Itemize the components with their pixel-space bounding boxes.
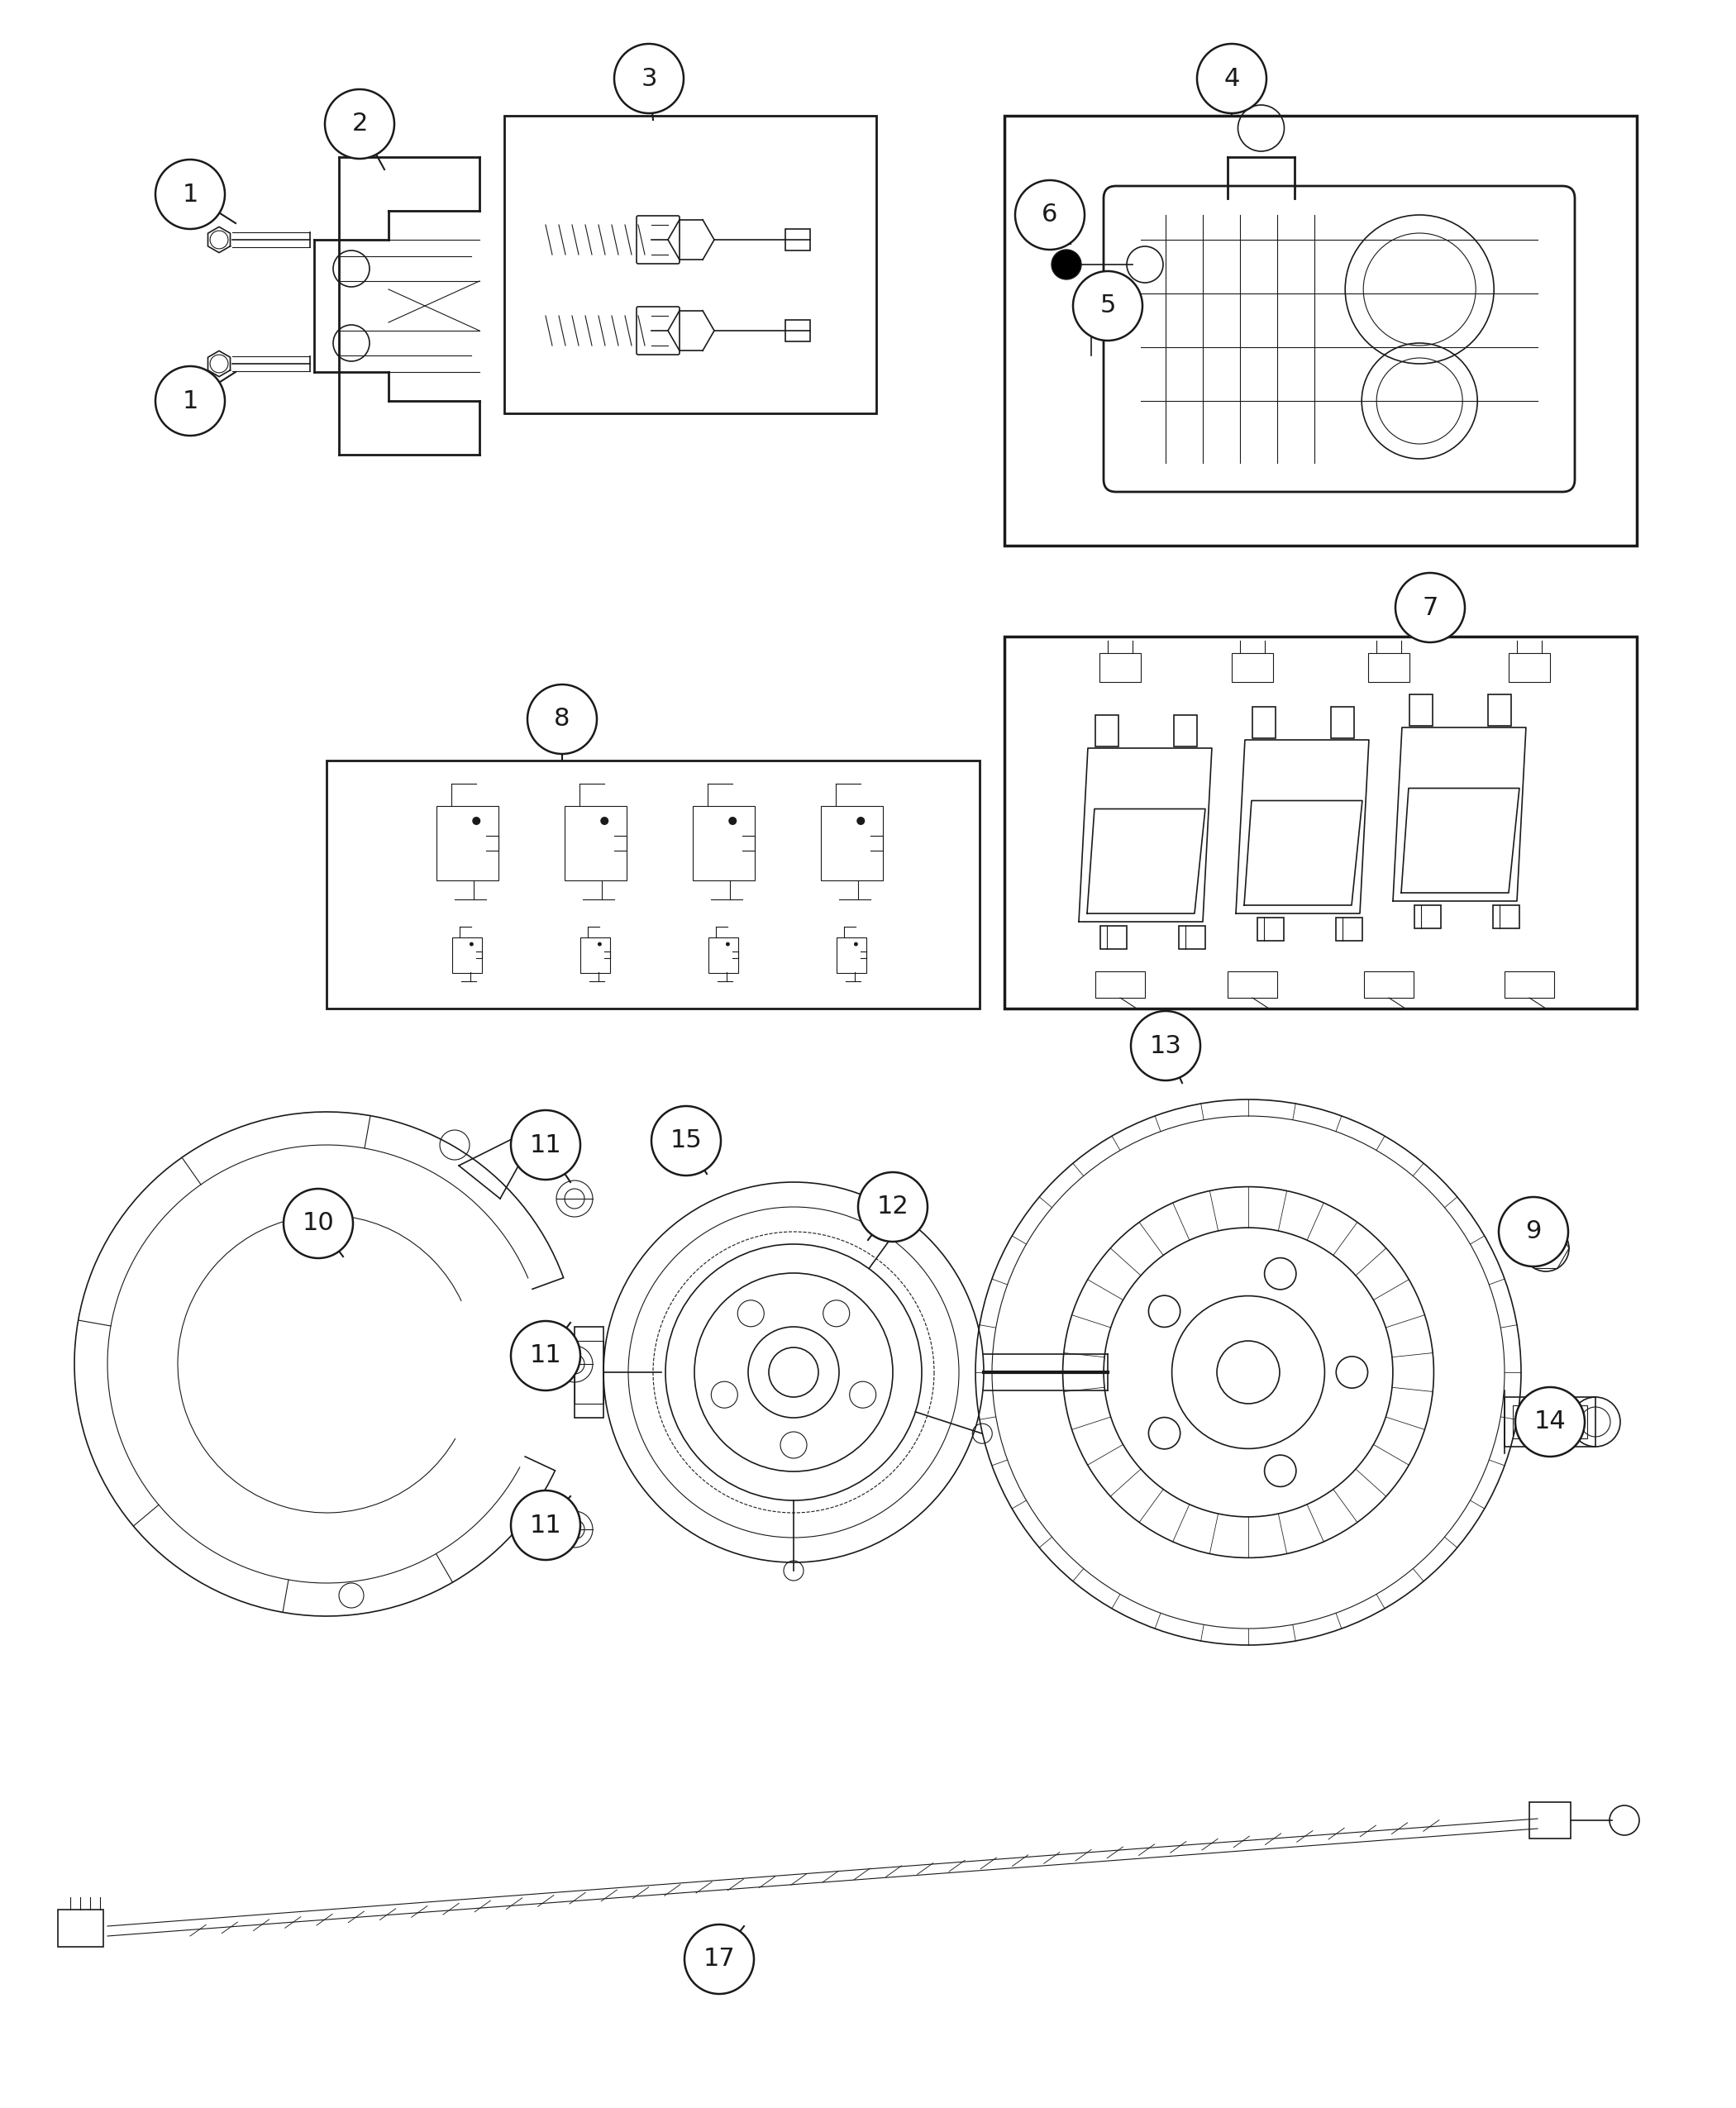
Bar: [575, 1341, 604, 1404]
Circle shape: [156, 367, 226, 436]
Circle shape: [858, 1172, 927, 1242]
Bar: [1512, 1406, 1587, 1438]
Circle shape: [283, 1189, 352, 1258]
Bar: [1335, 917, 1363, 940]
Bar: [1227, 972, 1278, 997]
Bar: [57, 1910, 104, 1948]
Text: 4: 4: [1224, 67, 1240, 91]
Text: 11: 11: [529, 1343, 562, 1368]
Circle shape: [1516, 1387, 1585, 1457]
Circle shape: [854, 942, 858, 946]
Bar: [1529, 1802, 1571, 1838]
Text: 1: 1: [182, 181, 198, 207]
Circle shape: [684, 1925, 753, 1994]
Circle shape: [1073, 272, 1142, 341]
Text: 9: 9: [1526, 1221, 1542, 1244]
Bar: [1493, 904, 1519, 928]
Bar: [1233, 653, 1272, 683]
Circle shape: [597, 942, 602, 946]
Text: 8: 8: [554, 706, 569, 731]
Text: 14: 14: [1535, 1410, 1566, 1433]
Text: 13: 13: [1149, 1033, 1182, 1058]
Bar: [1488, 694, 1510, 725]
Circle shape: [601, 816, 609, 824]
Circle shape: [729, 816, 736, 824]
Bar: [1179, 925, 1205, 949]
Bar: [1005, 116, 1637, 546]
Text: 2: 2: [352, 112, 368, 137]
Text: 15: 15: [670, 1128, 701, 1153]
Text: 11: 11: [529, 1132, 562, 1157]
Bar: [1509, 653, 1550, 683]
Bar: [837, 938, 866, 974]
Circle shape: [726, 942, 729, 946]
Bar: [451, 938, 483, 974]
Bar: [1410, 694, 1432, 725]
Circle shape: [1498, 1197, 1568, 1267]
Bar: [708, 938, 738, 974]
Bar: [326, 761, 979, 1008]
Circle shape: [615, 44, 684, 114]
Circle shape: [1198, 44, 1267, 114]
Text: 5: 5: [1099, 293, 1116, 318]
Text: 10: 10: [302, 1212, 335, 1235]
Text: 17: 17: [703, 1948, 736, 1971]
Circle shape: [1130, 1012, 1200, 1081]
Circle shape: [156, 160, 226, 230]
Bar: [1095, 972, 1146, 997]
Bar: [1174, 715, 1198, 746]
Bar: [1099, 653, 1141, 683]
Circle shape: [1396, 573, 1465, 643]
Bar: [1101, 925, 1127, 949]
Circle shape: [1016, 179, 1085, 249]
Circle shape: [510, 1490, 580, 1560]
Circle shape: [469, 942, 474, 946]
Bar: [1257, 917, 1283, 940]
Bar: [1368, 653, 1410, 683]
Bar: [1364, 972, 1413, 997]
Circle shape: [528, 685, 597, 755]
Bar: [575, 1326, 604, 1419]
Bar: [693, 805, 755, 881]
Bar: [1095, 715, 1118, 746]
Bar: [821, 805, 884, 881]
Circle shape: [510, 1322, 580, 1391]
Circle shape: [1052, 249, 1082, 280]
Bar: [785, 320, 811, 341]
Circle shape: [510, 1111, 580, 1180]
Bar: [1415, 904, 1441, 928]
Text: 3: 3: [641, 67, 656, 91]
Circle shape: [325, 89, 394, 158]
Bar: [1332, 706, 1354, 738]
Text: 11: 11: [529, 1514, 562, 1537]
Text: 12: 12: [877, 1195, 910, 1218]
Bar: [1505, 1398, 1595, 1446]
Bar: [1505, 972, 1554, 997]
Text: 6: 6: [1042, 202, 1057, 228]
Circle shape: [856, 816, 865, 824]
Bar: [580, 938, 609, 974]
Bar: [1252, 706, 1276, 738]
Circle shape: [472, 816, 481, 824]
Text: 7: 7: [1422, 597, 1437, 620]
Text: 1: 1: [182, 390, 198, 413]
Bar: [1005, 637, 1637, 1008]
Bar: [436, 805, 498, 881]
Bar: [785, 230, 811, 251]
Bar: [564, 805, 627, 881]
Circle shape: [651, 1107, 720, 1176]
Bar: [503, 116, 877, 413]
